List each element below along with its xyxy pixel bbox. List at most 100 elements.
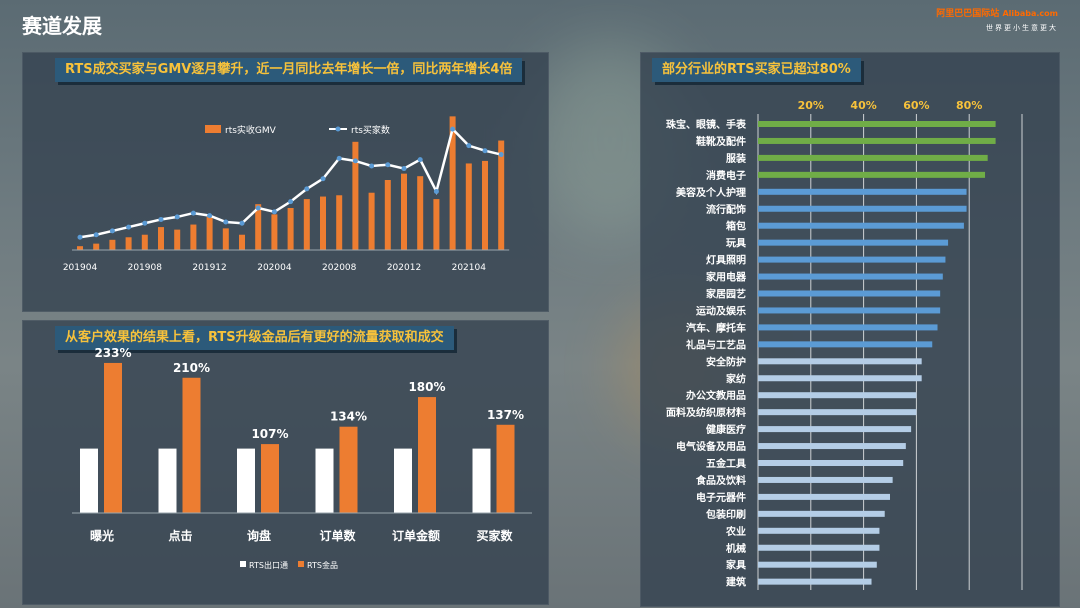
industry-label: 健康医疗 — [706, 423, 746, 436]
page-title: 赛道发展 — [22, 14, 102, 38]
industry-label: 珠宝、眼镜、手表 — [666, 118, 747, 131]
industry-label: 运动及娱乐 — [696, 304, 746, 317]
logo-cn: 阿里巴巴国际站 — [936, 9, 1000, 19]
x-tick-label: 202008 — [322, 263, 357, 273]
buyers-point — [288, 199, 294, 205]
x-tick-label: 80% — [956, 99, 982, 112]
gmv-bar — [141, 234, 148, 250]
gmv-bar — [255, 204, 262, 250]
gold-data-label: 137% — [487, 408, 524, 422]
gmv-bar — [303, 199, 310, 250]
x-tick-label: 202104 — [452, 263, 487, 273]
industry-bar — [758, 171, 986, 178]
rts-export-bar — [394, 448, 412, 513]
industry-bar — [758, 443, 906, 450]
gmv-bar — [401, 173, 407, 250]
industry-label: 礼品与工艺品 — [686, 338, 746, 351]
gmv-bar — [158, 227, 164, 250]
x-tick-label: 20% — [798, 99, 824, 112]
gmv-banner: RTS成交买家与GMV逐月攀升，近一月同比去年增长一倍，同比两年增长4倍 — [55, 58, 523, 82]
industry-label: 农业 — [725, 525, 746, 538]
gmv-buyers-panel — [22, 52, 549, 312]
rts-export-bar — [158, 448, 177, 513]
x-tick-label: 201912 — [192, 263, 226, 273]
gold-data-label: 107% — [251, 427, 288, 441]
legend-rts-gold-label: RTS金品 — [307, 560, 338, 570]
industry-label: 家纺 — [726, 372, 746, 385]
buyers-point — [174, 214, 180, 220]
industry-label: 服装 — [726, 152, 746, 165]
gmv-bar — [336, 195, 343, 250]
gmv-bar — [109, 239, 116, 250]
x-tick-label: 202004 — [257, 263, 292, 273]
category-label: 询盘 — [247, 528, 271, 543]
customer-effect-chart: 233% 曝光 210% 点击 107% 询盘 134% 订单数 180% 订单金额 137% 买家数… — [72, 346, 532, 570]
category-label: 曝光 — [90, 528, 114, 543]
industry-label: 消费电子 — [706, 169, 746, 182]
buyers-point — [255, 205, 261, 211]
industry-label: 流行配饰 — [706, 203, 746, 216]
legend-rts-export-label: RTS出口通 — [249, 560, 288, 570]
buyers-point — [223, 219, 229, 225]
rts-gold-bar — [182, 377, 201, 513]
gmv-bar — [320, 196, 326, 250]
industry-bar — [758, 290, 941, 297]
gmv-bar — [417, 176, 424, 250]
gmv-bar — [465, 163, 472, 250]
category-label: 订单数 — [319, 528, 356, 543]
gmv-bar — [352, 141, 359, 250]
buyers-point — [158, 216, 164, 222]
gmv-buyers-chart: rts实收GMV rts买家数 201904 201908 201912 202004… — [63, 116, 510, 273]
industry-label: 面料及纺织原材料 — [666, 406, 746, 419]
industry-bar — [758, 188, 967, 195]
legend-gmv-swatch — [205, 125, 221, 133]
industry-bar — [758, 273, 943, 280]
buyers-point — [126, 224, 132, 230]
buyers-point — [77, 234, 83, 240]
buyers-point — [320, 176, 326, 182]
x-tick-label: 201908 — [128, 263, 163, 273]
industry-label: 五金工具 — [706, 457, 746, 470]
industry-label: 鞋靴及配件 — [696, 135, 746, 148]
industry-bar — [758, 239, 949, 246]
industry-bar — [758, 510, 885, 517]
x-tick-label: 201904 — [63, 263, 98, 273]
industry-bar — [758, 256, 946, 263]
gmv-bar — [190, 224, 197, 250]
gmv-bar — [433, 199, 440, 250]
industry-label: 建筑 — [725, 576, 746, 589]
gmv-bar — [77, 246, 83, 250]
industry-bar — [758, 205, 967, 212]
industry-bar — [758, 578, 872, 585]
gold-data-label: 180% — [408, 380, 445, 394]
rts-export-bar — [472, 448, 491, 513]
rts-gold-bar — [339, 426, 358, 513]
gmv-bar — [482, 160, 488, 250]
industry-label: 电气设备及用品 — [676, 440, 746, 453]
customer-effect-banner: 从客户效果的结果上看，RTS升级金品后有更好的流量获取和成交 — [55, 326, 454, 350]
alibaba-logo: 阿里巴巴国际站 Alibaba.com 世界更小生意更大 — [936, 6, 1058, 33]
legend-rts-export-swatch — [240, 561, 246, 567]
buyers-point — [271, 209, 277, 215]
industry-label: 箱包 — [726, 220, 746, 233]
industry-label: 家用电器 — [706, 271, 747, 284]
industry-bar — [758, 154, 988, 161]
industry-label: 美容及个人护理 — [676, 186, 746, 199]
rts-gold-bar — [418, 397, 436, 513]
industry-bar — [758, 307, 941, 314]
legend-rts-gold-swatch — [298, 561, 304, 567]
buyers-point — [417, 157, 423, 163]
industry-label: 电子元器件 — [696, 491, 746, 504]
industry-bar — [758, 324, 938, 331]
x-tick-label: 40% — [850, 99, 876, 112]
industry-label: 安全防护 — [706, 355, 746, 368]
gmv-bar — [384, 180, 391, 250]
logo-en: Alibaba.com — [1002, 9, 1058, 18]
industry-bar — [758, 476, 893, 483]
rts-export-bar — [315, 448, 334, 513]
industry-chart: 20% 40% 60% 80% 珠宝、眼镜、手表鞋靴及配件服装消费电子美容及个人护理流… — [666, 99, 1023, 590]
buyers-point — [401, 166, 407, 172]
buyers-point — [239, 220, 245, 226]
x-tick-label: 202012 — [387, 263, 421, 273]
buyers-point — [482, 148, 488, 154]
